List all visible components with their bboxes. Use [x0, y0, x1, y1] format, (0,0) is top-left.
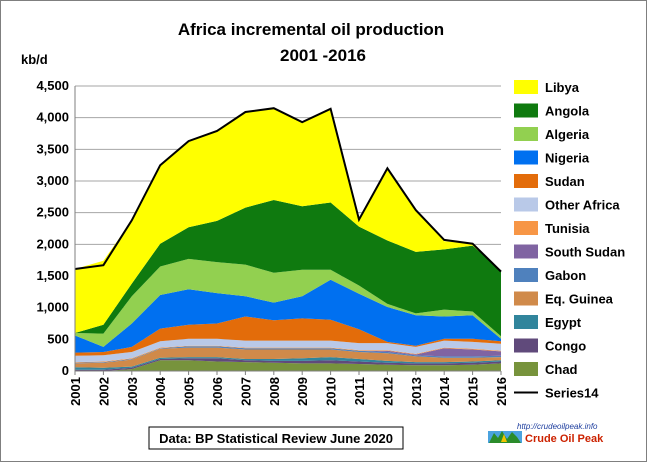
area-angola: [75, 200, 501, 337]
area-series: [74, 107, 502, 371]
x-tick-label: 2015: [466, 377, 481, 406]
x-tick-label: 2010: [324, 377, 339, 406]
legend-swatch-sudan: [514, 174, 538, 188]
area-eq-guinea: [75, 347, 501, 368]
legend-label-eq-guinea: Eq. Guinea: [545, 292, 614, 307]
legend-label-algeria: Algeria: [545, 127, 590, 142]
legend-swatch-libya: [514, 80, 538, 94]
legend-label-angola: Angola: [545, 104, 590, 119]
y-tick-label: 3,000: [36, 173, 69, 188]
y-tick-label: 3,500: [36, 141, 69, 156]
chart-title-line1: Africa incremental oil production: [178, 20, 444, 39]
legend-label-gabon: Gabon: [545, 268, 586, 283]
x-tick-label: 2014: [437, 376, 452, 406]
legend-swatch-south-sudan: [514, 244, 538, 259]
line-series14: [74, 107, 502, 273]
chart-title-line2: 2001 -2016: [280, 46, 366, 65]
legend-label-egypt: Egypt: [545, 315, 582, 330]
area-algeria: [75, 258, 501, 347]
x-tick-label: 2002: [96, 377, 111, 406]
legend-label-congo: Congo: [545, 339, 586, 354]
x-tick-label: 2003: [125, 377, 140, 406]
legend-swatch-nigeria: [514, 150, 538, 165]
area-nigeria: [75, 279, 501, 353]
logo-brand: Crude Oil Peak: [525, 433, 604, 445]
y-tick-label: 2,500: [36, 205, 69, 220]
legend-swatch-gabon: [514, 268, 538, 282]
source-box: Data: BP Statistical Review June 2020: [148, 426, 404, 450]
y-tick-label: 4,500: [36, 78, 69, 93]
y-tick-label: 500: [47, 331, 69, 346]
source-note: Data: BP Statistical Review June 2020: [159, 431, 393, 446]
x-tick-label: 2006: [210, 377, 225, 406]
legend-swatch-chad: [514, 362, 538, 376]
legend-label-series14: Series14: [545, 386, 599, 401]
legend-swatch-eq-guinea: [514, 291, 538, 306]
x-tick-labels: 2001 2002 2003 2004 2005 2006 2007 2008 2009 2010…: [68, 376, 509, 406]
oil-rig-icon: [488, 431, 522, 443]
area-other-africa: [75, 338, 501, 363]
x-tick-label: 2016: [494, 377, 509, 406]
axes: [74, 86, 502, 375]
legend-swatch-egypt: [514, 315, 538, 329]
legend-swatch-tunisia: [514, 221, 538, 235]
x-tick-label: 2001: [68, 377, 83, 406]
legend-label-sudan: Sudan: [545, 174, 585, 189]
y-tick-labels: 0 500 1,000 1,500 2,000 2,500 3,000 3,500 4,000 4…: [36, 78, 69, 378]
area-congo: [75, 358, 501, 371]
y-axis-label: kb/d: [21, 52, 48, 67]
x-tick-label: 2011: [352, 377, 367, 405]
logo-url: http://crudeoilpeak.info: [517, 422, 598, 431]
y-tick-label: 1,000: [36, 300, 69, 315]
legend-label-tunisia: Tunisia: [545, 221, 590, 236]
area-egypt: [75, 357, 501, 370]
y-tick-label: 0: [62, 363, 69, 378]
legend: Libya Angola Algeria Nigeria Sudan Other Afri…: [514, 80, 625, 401]
x-tick-label: 2008: [267, 377, 282, 406]
x-tick-label: 2004: [153, 376, 168, 406]
legend-swatch-algeria: [514, 127, 538, 141]
area-sudan: [75, 316, 501, 356]
x-tick-label: 2013: [409, 377, 424, 406]
x-tick-label: 2005: [182, 377, 197, 406]
legend-label-south-sudan: South Sudan: [545, 245, 625, 260]
legend-swatch-congo: [514, 338, 538, 353]
legend-swatch-angola: [514, 103, 538, 118]
legend-label-libya: Libya: [545, 80, 580, 95]
y-tick-label: 2,000: [36, 236, 69, 251]
x-tick-label: 2007: [238, 377, 253, 406]
legend-label-other-africa: Other Africa: [545, 198, 620, 213]
y-tick-label: 4,000: [36, 110, 69, 125]
crude-oil-peak-logo: http://crudeoilpeak.info Crude Oil Peak: [488, 422, 604, 445]
x-tick-label: 2009: [295, 377, 310, 406]
area-chad: [75, 360, 501, 371]
x-tick-label: 2012: [380, 377, 395, 406]
legend-swatch-other-africa: [514, 197, 538, 212]
area-libya: [75, 108, 501, 333]
legend-label-chad: Chad: [545, 362, 578, 377]
y-tick-label: 1,500: [36, 268, 69, 283]
area-tunisia: [75, 345, 501, 363]
legend-label-nigeria: Nigeria: [545, 151, 590, 166]
area-south-sudan: [75, 346, 501, 363]
